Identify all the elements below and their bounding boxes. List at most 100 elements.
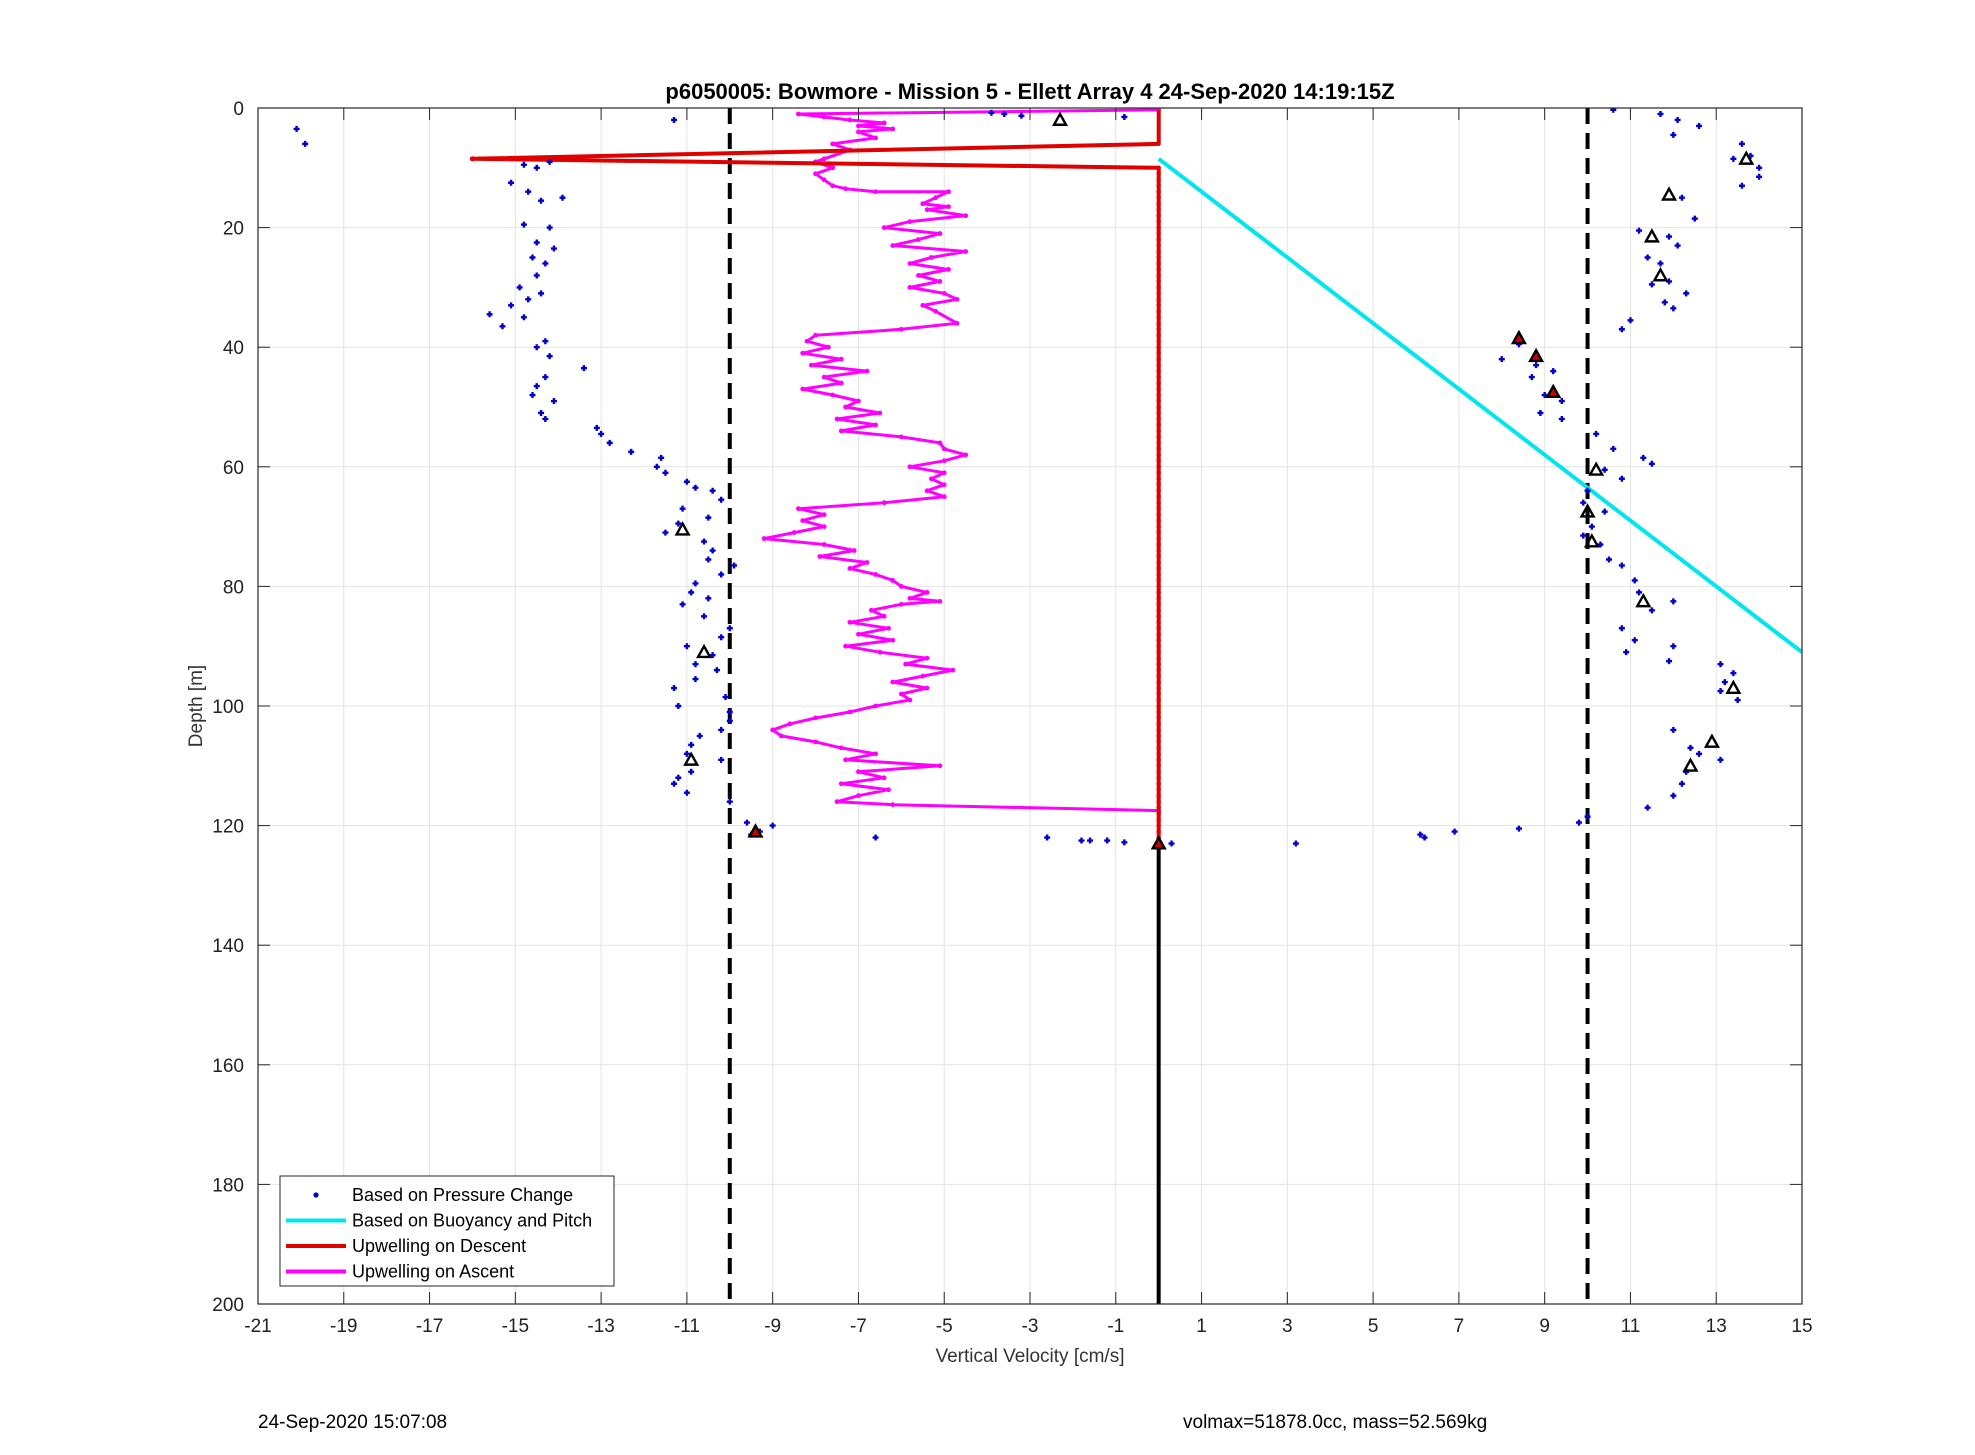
series-point-pressure-change bbox=[538, 409, 545, 416]
series-point-upwelling-descent bbox=[1156, 404, 1161, 410]
series-point-upwelling-descent bbox=[1156, 572, 1161, 577]
series-point-pressure-change bbox=[1584, 487, 1591, 494]
series-point-pressure-change bbox=[1657, 110, 1664, 117]
series-point-upwelling-ascent bbox=[946, 189, 951, 195]
series-point-pressure-change bbox=[1683, 290, 1690, 297]
series-point-upwelling-descent bbox=[1156, 171, 1161, 176]
series-point-upwelling-descent bbox=[1156, 368, 1161, 374]
x-tick-label: -13 bbox=[587, 1316, 614, 1337]
open-triangle-marker bbox=[1643, 228, 1660, 243]
open-triangle-marker bbox=[1738, 150, 1755, 165]
series-point-pressure-change bbox=[1588, 523, 1595, 530]
y-tick-label: 40 bbox=[223, 338, 244, 359]
series-point-upwelling-descent bbox=[1156, 339, 1161, 344]
series-point-upwelling-descent bbox=[1156, 775, 1161, 780]
series-point-upwelling-ascent bbox=[868, 607, 874, 613]
series-point-upwelling-ascent bbox=[826, 344, 831, 350]
series-point-pressure-change bbox=[692, 661, 699, 668]
series-point-upwelling-descent bbox=[1156, 452, 1161, 458]
series-point-upwelling-descent bbox=[1156, 805, 1161, 810]
series-point-pressure-change bbox=[1696, 122, 1703, 129]
series-point-pressure-change bbox=[1104, 837, 1111, 844]
series-point-upwelling-descent bbox=[1156, 751, 1161, 757]
series-point-upwelling-ascent bbox=[937, 598, 943, 604]
open-triangle-marker bbox=[1583, 533, 1600, 548]
series-point-upwelling-descent bbox=[1156, 309, 1161, 314]
series-point-upwelling-descent bbox=[1156, 757, 1161, 763]
series-point-pressure-change bbox=[1121, 839, 1128, 846]
series-point-upwelling-ascent bbox=[791, 530, 797, 535]
series-point-pressure-change bbox=[726, 708, 733, 715]
series-point-pressure-change bbox=[520, 314, 527, 321]
series-point-upwelling-ascent bbox=[881, 613, 887, 619]
series-point-upwelling-descent bbox=[1156, 530, 1161, 535]
series-point-upwelling-ascent bbox=[954, 296, 960, 302]
series-point-upwelling-descent bbox=[1156, 799, 1161, 804]
series-point-upwelling-descent bbox=[1156, 787, 1161, 792]
series-point-pressure-change bbox=[1537, 409, 1544, 416]
series-point-upwelling-ascent bbox=[843, 404, 848, 410]
legend-label: Based on Pressure Change bbox=[352, 1185, 573, 1205]
series-point-upwelling-ascent bbox=[963, 452, 969, 458]
series-point-upwelling-ascent bbox=[813, 332, 818, 338]
series-point-upwelling-ascent bbox=[933, 308, 939, 314]
series-point-pressure-change bbox=[1730, 155, 1737, 162]
series-point-pressure-change bbox=[1528, 374, 1535, 381]
series-point-upwelling-ascent bbox=[847, 619, 853, 625]
series-point-upwelling-ascent bbox=[898, 434, 904, 440]
series-point-upwelling-descent bbox=[1156, 297, 1161, 302]
series-point-upwelling-descent bbox=[1156, 793, 1161, 798]
series-point-pressure-change bbox=[542, 260, 549, 267]
series-point-upwelling-descent bbox=[1156, 488, 1161, 493]
filled-triangle-marker bbox=[1545, 383, 1562, 399]
series-point-upwelling-ascent bbox=[856, 129, 861, 135]
series-point-upwelling-ascent bbox=[834, 799, 840, 805]
series-point-upwelling-descent bbox=[1156, 811, 1161, 816]
series-point-upwelling-descent bbox=[1156, 201, 1161, 206]
series-point-upwelling-ascent bbox=[761, 536, 767, 541]
series-point-pressure-change bbox=[1687, 744, 1694, 751]
series-point-upwelling-ascent bbox=[890, 802, 896, 808]
series-point-pressure-change bbox=[1618, 475, 1625, 482]
series-point-upwelling-ascent bbox=[821, 374, 827, 380]
series-point-upwelling-descent bbox=[1156, 291, 1161, 296]
series-point-upwelling-ascent bbox=[838, 380, 844, 386]
open-triangle-marker bbox=[1652, 266, 1669, 282]
footer-volmax-mass: volmax=51878.0cc, mass=52.569kg bbox=[1183, 1412, 1488, 1433]
series-point-pressure-change bbox=[628, 448, 635, 455]
series-point-upwelling-ascent bbox=[804, 338, 810, 344]
series-point-pressure-change bbox=[1087, 837, 1094, 844]
series-point-upwelling-ascent bbox=[924, 207, 930, 213]
series-point-upwelling-ascent bbox=[864, 368, 870, 374]
series-point-pressure-change bbox=[538, 197, 545, 204]
series-point-pressure-change bbox=[1584, 813, 1591, 820]
series-point-pressure-change bbox=[520, 161, 527, 168]
series-point-pressure-change bbox=[731, 562, 738, 569]
y-axis-label: Depth [m] bbox=[186, 665, 207, 747]
series-point-pressure-change bbox=[718, 571, 725, 578]
series-point-pressure-change bbox=[726, 717, 733, 724]
series-point-upwelling-descent bbox=[1156, 374, 1161, 380]
series-point-upwelling-descent bbox=[1156, 590, 1161, 595]
y-tick-label: 140 bbox=[212, 936, 244, 957]
series-point-upwelling-ascent bbox=[838, 356, 844, 362]
series-point-upwelling-descent bbox=[1156, 183, 1161, 188]
series-point-pressure-change bbox=[559, 194, 566, 201]
open-triangle-marker bbox=[683, 751, 700, 766]
x-tick-label: -7 bbox=[850, 1316, 867, 1337]
series-point-upwelling-descent bbox=[1156, 285, 1161, 290]
legend-box bbox=[279, 1175, 615, 1287]
open-triangle-marker bbox=[674, 521, 691, 536]
series-point-pressure-change bbox=[743, 819, 750, 826]
series-point-upwelling-descent bbox=[1156, 679, 1161, 685]
series-point-pressure-change bbox=[688, 768, 695, 775]
series-point-upwelling-ascent bbox=[796, 506, 801, 512]
series-point-pressure-change bbox=[529, 254, 536, 261]
series-point-pressure-change bbox=[1756, 164, 1763, 171]
series-point-upwelling-descent bbox=[1156, 380, 1161, 386]
series-point-pressure-change bbox=[872, 834, 879, 841]
series-point-pressure-change bbox=[718, 634, 725, 641]
series-point-upwelling-ascent bbox=[886, 787, 891, 793]
series-point-upwelling-descent bbox=[1156, 249, 1161, 254]
x-tick-label: 1 bbox=[1196, 1316, 1207, 1337]
